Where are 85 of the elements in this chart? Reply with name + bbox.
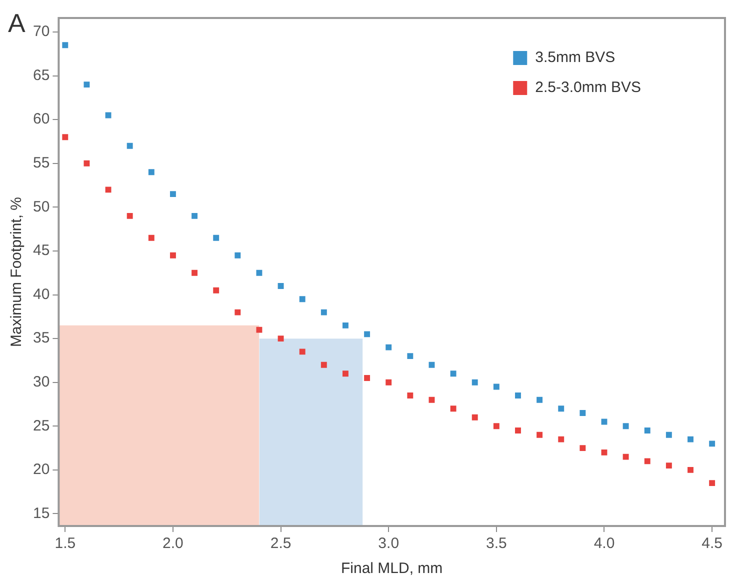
point xyxy=(688,436,694,442)
point xyxy=(213,287,220,294)
point xyxy=(493,384,500,390)
point xyxy=(342,370,348,377)
x-tick-label: 4.5 xyxy=(702,535,722,552)
point xyxy=(148,234,154,241)
y-tick-label: 45 xyxy=(32,242,50,260)
point xyxy=(342,322,348,328)
point xyxy=(213,234,220,241)
x-tick-label: 2.0 xyxy=(162,535,184,552)
y-tick-label: 25 xyxy=(32,417,50,434)
point xyxy=(601,449,608,456)
point xyxy=(622,454,629,460)
point xyxy=(515,428,521,434)
point xyxy=(62,134,68,140)
point xyxy=(644,458,650,464)
point xyxy=(709,480,716,486)
point xyxy=(472,414,478,420)
point xyxy=(192,212,198,219)
point xyxy=(472,379,478,386)
point xyxy=(278,336,284,342)
point xyxy=(558,406,564,412)
y-tick-label: 55 xyxy=(32,154,50,172)
point xyxy=(234,309,241,316)
point xyxy=(622,423,629,430)
x-tick-label: 4.0 xyxy=(594,535,615,552)
point xyxy=(256,326,262,333)
point xyxy=(580,410,586,416)
point xyxy=(536,432,543,438)
point xyxy=(386,344,392,350)
x-axis-title: Final MLD, mm xyxy=(341,560,443,578)
y-tick-label: 70 xyxy=(32,23,50,40)
text: A xyxy=(8,8,26,38)
point xyxy=(170,252,176,258)
point xyxy=(666,432,672,438)
point xyxy=(407,392,414,398)
point xyxy=(666,462,672,469)
point xyxy=(428,396,435,403)
point xyxy=(170,191,176,198)
point xyxy=(428,362,435,368)
x-tick-label: 3.0 xyxy=(378,535,400,552)
legend-label: 3.5mm BVS xyxy=(535,49,616,66)
point xyxy=(126,212,133,219)
point xyxy=(515,392,521,398)
point xyxy=(450,370,456,377)
point xyxy=(256,270,262,276)
point xyxy=(62,42,68,48)
legend-label: 2.5-3.0mm BVS xyxy=(535,79,642,96)
point xyxy=(320,309,327,316)
point xyxy=(234,252,241,258)
x-tick-label: 2.5 xyxy=(270,535,292,552)
x-tick-label: 1.5 xyxy=(54,535,76,552)
y-tick-label: 30 xyxy=(32,374,50,390)
y-tick-label: 35 xyxy=(32,330,50,347)
point xyxy=(493,423,500,430)
point xyxy=(148,169,154,176)
y-tick-label: 65 xyxy=(32,66,50,84)
point xyxy=(105,112,112,118)
point xyxy=(320,362,327,368)
point xyxy=(364,375,370,381)
point xyxy=(84,82,90,88)
y-axis-title: Maximum Footprint, % xyxy=(8,196,26,348)
point xyxy=(192,270,198,276)
point xyxy=(688,466,694,473)
y-tick-label: 20 xyxy=(32,461,50,478)
point xyxy=(364,331,370,338)
point xyxy=(299,296,306,302)
point xyxy=(709,440,716,447)
point xyxy=(536,396,543,403)
y-tick-label: 40 xyxy=(32,286,50,303)
y-tick-label: 60 xyxy=(32,110,50,128)
y-tick-label: 50 xyxy=(32,198,50,216)
point xyxy=(558,436,564,442)
point xyxy=(407,353,414,360)
point xyxy=(126,142,133,149)
point xyxy=(299,348,306,355)
point xyxy=(580,445,586,452)
point xyxy=(84,160,90,166)
point xyxy=(105,186,112,193)
x-tick-label: 3.5 xyxy=(486,535,507,552)
y-tick-label: 15 xyxy=(32,504,50,522)
point xyxy=(386,379,392,386)
point xyxy=(644,428,650,434)
point xyxy=(450,406,456,412)
point xyxy=(278,283,284,289)
